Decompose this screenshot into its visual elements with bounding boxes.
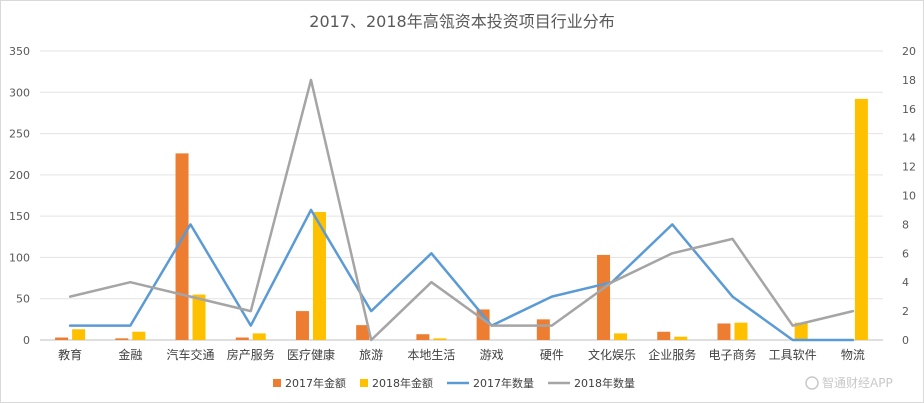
bar xyxy=(72,329,86,340)
legend-label: 2018年金额 xyxy=(372,376,433,390)
category-label: 物流 xyxy=(841,348,865,362)
bar xyxy=(433,338,447,340)
left-axis-tick-label: 250 xyxy=(9,128,30,141)
left-axis-tick-label: 200 xyxy=(9,169,30,182)
category-label: 医疗健康 xyxy=(287,347,335,362)
right-axis-ticks: 0 2 4 6 8 10 12 14 16 18 20 xyxy=(902,45,916,347)
right-axis-tick-label: 16 xyxy=(902,103,916,116)
bar xyxy=(734,322,748,340)
category-label: 本地生活 xyxy=(407,348,455,362)
right-axis-tick-label: 12 xyxy=(902,161,916,174)
left-axis-ticks: 0 50 100 150 200 250 300 350 xyxy=(9,45,30,347)
legend-label: 2017年数量 xyxy=(473,376,534,390)
category-label: 硬件 xyxy=(540,348,564,362)
right-axis-tick-label: 14 xyxy=(902,132,916,145)
category-label: 汽车交通 xyxy=(167,347,215,362)
watermark: 智通财经APP xyxy=(805,375,893,390)
bar xyxy=(252,333,266,340)
legend-label: 2017年金额 xyxy=(285,376,346,390)
line-series-group xyxy=(68,78,855,342)
left-axis-tick-label: 50 xyxy=(16,293,30,306)
right-axis-tick-label: 0 xyxy=(902,334,909,347)
bar xyxy=(536,319,550,340)
right-axis-tick-label: 18 xyxy=(902,74,916,87)
bar xyxy=(115,338,129,340)
category-label: 教育 xyxy=(58,347,82,362)
legend: 2017年金额 2018年金额 2017年数量 2018年数量 xyxy=(273,376,635,390)
chart-title: 2017、2018年高瓴资本投资项目行业分布 xyxy=(309,12,614,31)
category-label: 游戏 xyxy=(480,348,504,362)
bar xyxy=(794,322,808,340)
watermark-text: 智通财经APP xyxy=(822,375,893,390)
right-axis-tick-label: 2 xyxy=(902,305,909,318)
bar xyxy=(416,334,430,340)
legend-label: 2018年数量 xyxy=(574,376,635,390)
category-label: 企业服务 xyxy=(648,347,696,362)
legend-swatch xyxy=(273,379,281,387)
series-line xyxy=(68,78,855,342)
bar xyxy=(132,331,146,340)
category-label: 金融 xyxy=(118,347,142,362)
bar xyxy=(295,311,309,340)
right-axis-tick-label: 10 xyxy=(902,190,916,203)
right-axis-tick-label: 20 xyxy=(902,45,916,58)
bar xyxy=(597,254,611,340)
watermark-logo-icon xyxy=(805,376,819,390)
left-axis-tick-label: 150 xyxy=(9,210,30,223)
bar xyxy=(614,333,628,340)
left-axis-tick-label: 0 xyxy=(23,334,30,347)
legend-swatch xyxy=(360,379,368,387)
category-labels: 教育 金融 汽车交通 房产服务 医疗健康 旅游 本地生活 游戏 硬件 文化娱乐 企业服务 电子商务 工具… xyxy=(58,347,865,362)
bar xyxy=(657,331,671,340)
bar xyxy=(55,337,69,340)
category-label: 文化娱乐 xyxy=(588,347,636,362)
bar xyxy=(192,294,206,340)
bar xyxy=(854,98,868,341)
bar xyxy=(356,325,370,340)
left-axis-tick-label: 350 xyxy=(9,45,30,58)
category-label: 房产服务 xyxy=(227,347,275,362)
category-label: 工具软件 xyxy=(769,348,817,362)
category-label: 电子商务 xyxy=(708,347,756,362)
bar xyxy=(312,212,326,340)
right-axis-tick-label: 6 xyxy=(902,247,909,260)
right-axis-tick-label: 4 xyxy=(902,276,909,289)
bar xyxy=(674,336,688,340)
left-axis-tick-label: 300 xyxy=(9,86,30,99)
bar xyxy=(235,337,249,340)
left-axis-tick-label: 100 xyxy=(9,251,30,264)
right-axis-tick-label: 8 xyxy=(902,218,909,231)
bar xyxy=(717,323,731,340)
category-label: 旅游 xyxy=(359,348,383,362)
series-line xyxy=(68,208,855,342)
